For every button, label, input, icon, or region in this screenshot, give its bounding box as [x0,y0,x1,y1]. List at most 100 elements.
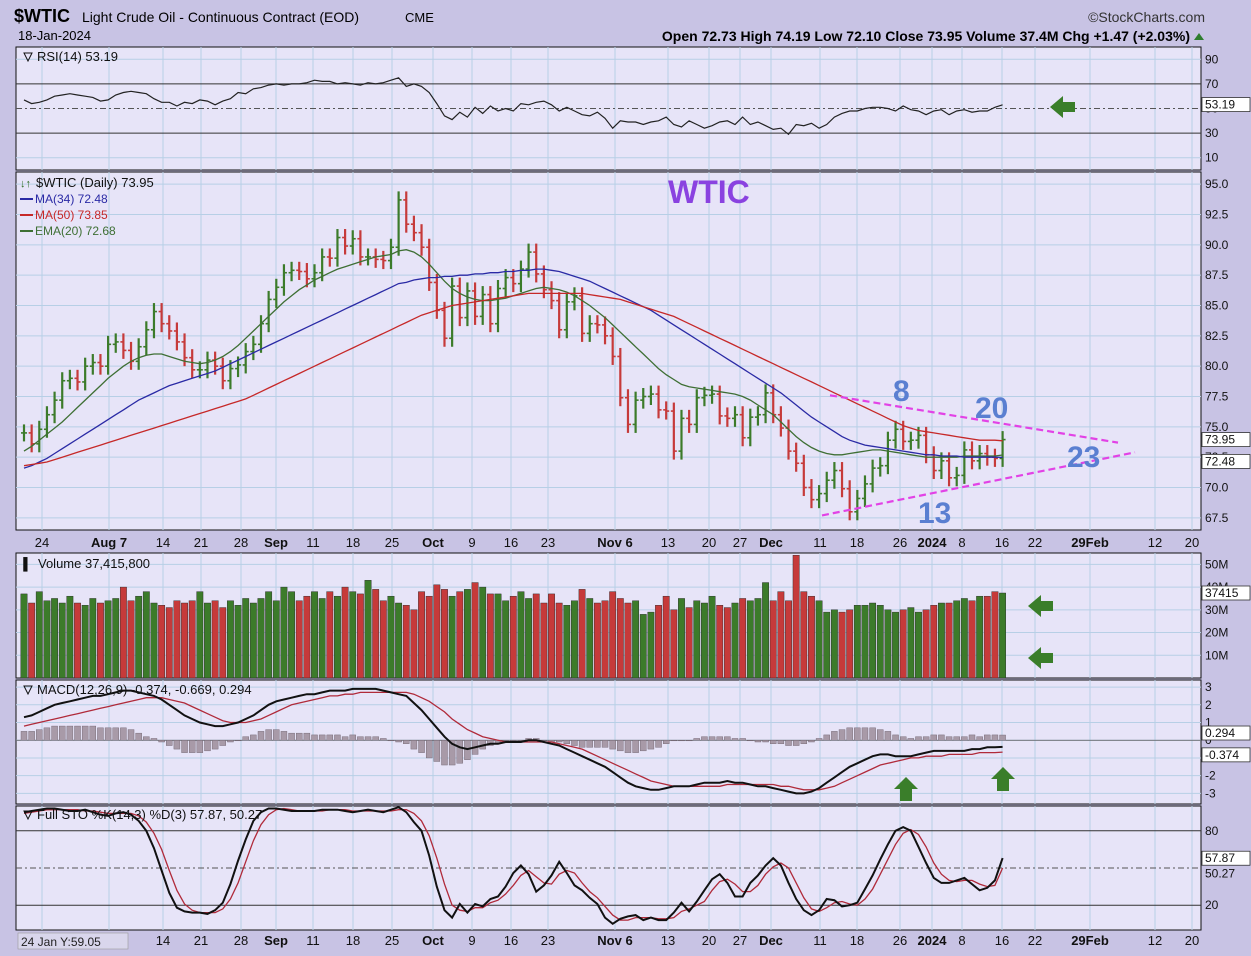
chart-toggle-icon [23,685,33,696]
volume-bar [762,582,769,679]
macd-histogram-bar [815,738,823,741]
macd-histogram-bar [127,729,135,741]
last-value-box [1201,725,1251,741]
macd-histogram-bar [907,738,915,741]
macd-histogram-bar [930,734,937,741]
macd-line [23,687,1003,795]
macd-histogram-bar [976,736,983,741]
volume-bar [112,598,120,679]
sto-k-line [23,806,1004,926]
annotation-title: WTIC [668,174,750,210]
volume-bar [976,595,984,679]
macd-histogram-bar [884,731,892,741]
annotation-label: 20 [975,392,1008,425]
volume-bar [402,605,410,679]
y-tick-label: 77.5 [1205,390,1229,404]
last-value-box [1201,97,1251,112]
volume-bar [723,607,731,679]
last-value-label: 53.19 [1205,98,1235,112]
volume-bar [922,609,930,679]
volume-bar [968,600,976,679]
volume-bar [58,602,66,679]
volume-bar [28,602,36,679]
volume-bar [953,600,961,679]
macd-histogram-bar [984,734,991,741]
x-tick-label: 25 [385,933,399,948]
volume-bar [884,609,892,679]
macd-histogram-bar [341,736,349,741]
sto-d-line [23,807,1004,921]
y-tick-label: 3 [1205,680,1212,694]
macd-histogram-bar [693,738,700,741]
volume-bar [441,589,448,679]
annotation-label: 23 [1067,441,1100,474]
x-tick-label: Oct [422,535,444,550]
macd-histogram-bar [892,734,899,741]
volume-bar [418,591,425,679]
macd-histogram-bar [846,727,853,741]
date: 18-Jan-2024 [18,28,91,43]
macd-histogram-bar [288,732,295,741]
volume-bar [655,605,662,679]
macd-histogram-bar [265,729,272,741]
volume-bar [639,614,647,679]
macd-histogram-bar [571,740,578,746]
chart-toggle-icon [23,52,33,63]
y-tick-label: 30 [1205,126,1219,140]
volume-bar [74,602,81,679]
volume-bar [586,598,594,679]
volume-bar [204,602,211,679]
x-tick-label: 18 [850,535,864,550]
x-tick-label: 12 [1148,933,1162,948]
x-tick-label: 29Feb [1071,933,1109,948]
volume-bar [808,595,815,679]
annotation-label: 8 [893,375,910,408]
macd-histogram-bar [640,740,647,752]
macd-histogram-bar [74,725,81,741]
green-arrow-up-icon [894,777,918,801]
macd-histogram-bar [112,727,119,741]
macd-histogram-bar [51,725,58,741]
macd-histogram-bar [257,731,265,741]
x-tick-label: 2024 [918,933,948,948]
macd-histogram-bar [922,736,930,741]
volume-bar [464,589,471,679]
y-tick-label: 75.0 [1205,420,1229,434]
x-tick-label: 20 [702,933,716,948]
volume-bar [785,600,792,679]
macd-histogram-bar [861,727,869,741]
macd-histogram-bar [280,731,288,741]
volume-bar [983,595,991,679]
panel-volume: 50M40M30M20M10M37415Volume 37,415,800▐ [15,552,1251,679]
volume-bar [792,555,800,679]
legend-entry: MA(50) 73.85 [35,208,108,222]
macd-histogram-bar [502,740,509,742]
x-tick-label: 28 [234,535,248,550]
x-tick-label: 11 [813,933,827,948]
x-tick-label: 12 [1148,535,1162,550]
volume-title: Volume 37,415,800 [38,556,150,571]
macd-histogram-bar [510,740,517,742]
volume-bar [211,600,219,679]
x-tick-label: 9 [468,535,475,550]
volume-bar [150,602,158,679]
symbol: $WTIC [14,6,70,26]
macd-histogram-bar [173,740,181,750]
volume-bar [326,591,334,679]
macd-histogram-bar [273,729,280,741]
volume-bar [899,609,907,679]
x-tick-label: 28 [234,933,248,948]
volume-bar [97,602,104,679]
volume-bar [593,602,601,679]
ohlc-summary: Open 72.73 High 74.19 Low 72.10 Close 73… [662,28,1190,44]
macd-histogram-bar [708,736,716,741]
macd-histogram-bar [999,734,1006,741]
volume-bar [502,600,510,679]
y-tick-label: 87.5 [1205,268,1229,282]
y-tick-label: 85.0 [1205,298,1229,312]
y-tick-label: 95.0 [1205,177,1229,191]
macd-histogram-bar [808,740,815,743]
triangle-up-icon [1194,33,1204,40]
macd-histogram-bar [586,740,593,748]
